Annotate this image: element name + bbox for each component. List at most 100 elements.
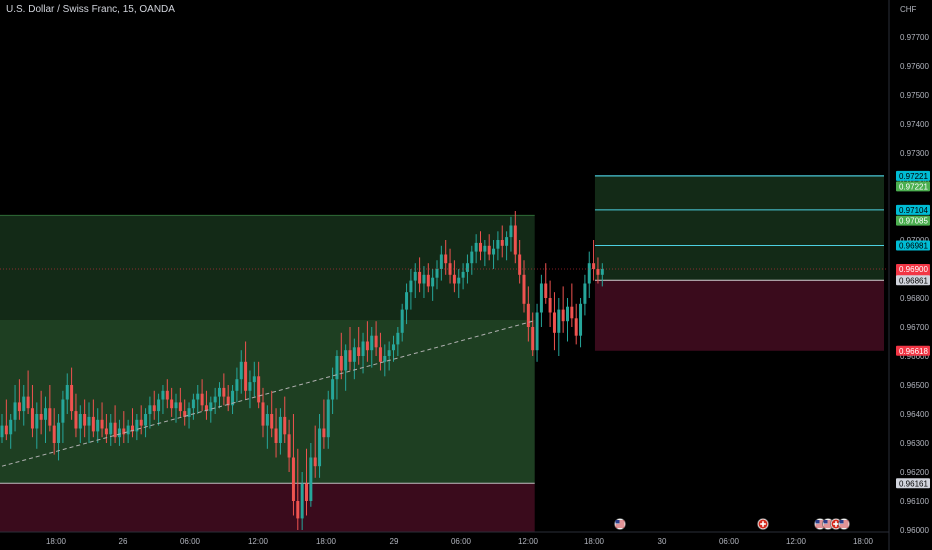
marker-stripe: [615, 526, 625, 528]
candle: [178, 387, 182, 417]
candle: [570, 283, 574, 327]
candle: [365, 321, 369, 362]
candle-body: [413, 271, 417, 281]
short-stop-zone: [594, 280, 884, 351]
candle-body: [539, 283, 543, 313]
price-label-text: 0.97221: [899, 182, 928, 191]
candle-body: [370, 335, 374, 351]
candle: [70, 367, 74, 420]
price-label[interactable]: 0.96981: [896, 240, 930, 251]
price-label[interactable]: 0.97221: [896, 181, 930, 192]
marker-stripe: [823, 526, 833, 528]
candle-body: [248, 382, 252, 391]
flag-event-ch-icon[interactable]: [757, 518, 769, 530]
price-label-text: 0.97104: [899, 206, 928, 215]
price-label[interactable]: 0.97085: [896, 215, 930, 226]
price-label-bg: [896, 240, 930, 251]
candle-body: [161, 390, 165, 400]
chart-overlays: [0, 268, 888, 467]
price-axis[interactable]: CHF 0.97700 0.97600 0.97500 0.97400 0.97300 0.…: [888, 0, 930, 550]
price-label[interactable]: 0.96618: [896, 345, 930, 356]
flag-event-us-icon[interactable]: [814, 518, 826, 530]
candle: [387, 341, 391, 371]
candle-body: [152, 405, 156, 412]
price-label-bg: [896, 275, 930, 286]
time-tick-label: 12:00: [786, 537, 807, 546]
candle: [500, 225, 504, 258]
flag-event-us-icon[interactable]: [838, 518, 850, 530]
candle-body: [492, 248, 496, 255]
price-label[interactable]: 0.97221: [896, 170, 930, 181]
candle-body: [561, 309, 565, 322]
flag-event-us-icon[interactable]: [822, 518, 834, 530]
candle: [409, 269, 413, 310]
price-label[interactable]: 0.96161: [896, 478, 930, 489]
price-label-text: 0.96981: [899, 242, 928, 251]
flag-event-ch-icon[interactable]: [830, 518, 842, 530]
candle: [231, 385, 235, 414]
marker-stripe: [839, 526, 849, 528]
position-zones: [0, 175, 884, 532]
candle: [204, 390, 208, 420]
price-label-bg: [896, 181, 930, 192]
price-label[interactable]: 0.96861: [896, 275, 930, 286]
event-markers[interactable]: [614, 518, 850, 530]
time-tick-label: 18:00: [316, 537, 337, 546]
candle-body: [439, 254, 443, 269]
candle-body: [48, 408, 52, 426]
time-tick-label: 18:00: [853, 537, 874, 546]
candle: [335, 350, 339, 400]
candle: [9, 414, 13, 449]
candle-body: [535, 312, 539, 351]
marker-stripe: [823, 524, 833, 526]
marker-canton: [839, 520, 844, 524]
candle: [244, 341, 248, 400]
price-tick-label: 0.96100: [900, 497, 929, 506]
candle-body: [44, 408, 47, 420]
candle-body: [548, 298, 552, 313]
candle: [474, 234, 478, 264]
marker-stripe: [615, 524, 625, 526]
candle: [291, 414, 295, 516]
candle: [583, 274, 587, 316]
candle: [596, 257, 600, 284]
candle-body: [552, 312, 556, 333]
candle: [26, 370, 30, 414]
candle-body: [291, 457, 295, 501]
price-tick-label: 0.96300: [900, 439, 929, 448]
candle: [535, 303, 539, 362]
candle: [426, 263, 430, 293]
price-tick-label: 0.96500: [900, 381, 929, 390]
candle-body: [374, 335, 378, 348]
candle-body: [474, 242, 478, 252]
candle-body: [87, 416, 91, 426]
candle-body: [83, 414, 87, 426]
candle: [339, 332, 343, 380]
candle-body: [231, 390, 235, 406]
candle-body: [270, 414, 274, 429]
price-label-text: 0.97221: [899, 172, 928, 181]
candle: [487, 234, 491, 261]
flag-event-us-icon[interactable]: [614, 518, 626, 530]
price-tick-label: 0.96700: [900, 323, 929, 332]
time-tick-label: 18:00: [46, 537, 67, 546]
price-label[interactable]: 0.97104: [896, 204, 930, 215]
candle: [74, 393, 78, 438]
candle-body: [244, 361, 248, 391]
trend-line: [1, 320, 533, 467]
time-axis[interactable]: 18:00 26 06:00 12:00 18:00 29 06:00 12:00 18:00 3…: [0, 531, 889, 546]
candle-body: [331, 379, 335, 400]
candle: [544, 263, 548, 304]
candle: [522, 260, 526, 313]
candle-body: [26, 396, 30, 409]
candle: [174, 393, 178, 423]
candle: [187, 402, 191, 429]
candle: [400, 303, 404, 342]
candle: [183, 399, 187, 426]
candle: [48, 385, 52, 432]
candle: [513, 211, 517, 264]
candle-body: [505, 237, 509, 246]
candle: [352, 338, 356, 380]
